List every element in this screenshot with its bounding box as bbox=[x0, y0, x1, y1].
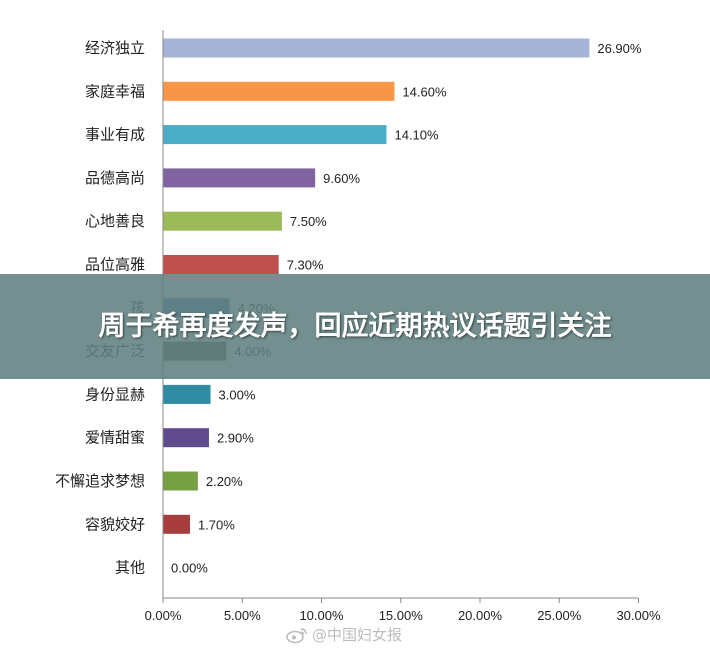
bar-11 bbox=[163, 514, 190, 534]
bar-8 bbox=[163, 384, 211, 404]
bar-5 bbox=[163, 255, 279, 274]
data-label: 2.20% bbox=[206, 474, 243, 489]
category-label: 不懈追求梦想 bbox=[55, 472, 145, 490]
category-label: 其他 bbox=[115, 559, 145, 577]
data-label: 26.90% bbox=[597, 41, 642, 56]
category-label: 身份显赫 bbox=[85, 385, 145, 403]
x-tick-label: 0.00% bbox=[145, 608, 182, 623]
x-tick-label: 30.00% bbox=[616, 608, 661, 623]
data-label: 7.30% bbox=[287, 258, 324, 273]
bar-0 bbox=[163, 38, 590, 58]
x-tick-label: 20.00% bbox=[458, 608, 503, 623]
x-tick-label: 5.00% bbox=[224, 608, 261, 623]
x-tick-label: 25.00% bbox=[537, 608, 582, 623]
bar-3 bbox=[163, 168, 316, 188]
category-label: 爱情甜蜜 bbox=[85, 429, 145, 447]
data-label: 1.70% bbox=[198, 517, 235, 532]
data-label: 14.10% bbox=[394, 128, 439, 143]
category-label: 家庭幸福 bbox=[85, 82, 145, 100]
x-tick-label: 15.00% bbox=[379, 608, 424, 623]
bar-2 bbox=[163, 125, 387, 145]
x-axis: 0.00% 5.00% 10.00% 15.00% 20.00% 25.00% 30.00% bbox=[145, 30, 661, 623]
category-label: 事业有成 bbox=[85, 126, 145, 144]
watermark: @中国妇女报 bbox=[286, 624, 402, 645]
category-label: 经济独立 bbox=[85, 39, 145, 57]
data-label: 2.90% bbox=[217, 431, 254, 446]
headline-text: 周于希再度发声，回应近期热议话题引关注 bbox=[98, 310, 612, 342]
headline-banner: 周于希再度发声，回应近期热议话题引关注 bbox=[0, 274, 710, 379]
data-label: 3.00% bbox=[219, 387, 256, 402]
bar-4 bbox=[163, 211, 282, 231]
category-label: 品位高雅 bbox=[85, 256, 145, 274]
data-label: 7.50% bbox=[290, 214, 327, 229]
bar-9 bbox=[163, 428, 209, 448]
category-label: 心地善良 bbox=[85, 212, 145, 230]
category-label: 容貌姣好 bbox=[85, 515, 145, 533]
data-label: 14.60% bbox=[402, 84, 447, 99]
bar-1 bbox=[163, 81, 395, 101]
watermark-text: @中国妇女报 bbox=[312, 626, 403, 644]
bar-10 bbox=[163, 471, 198, 491]
data-label: 0.00% bbox=[171, 561, 208, 576]
category-label: 品德高尚 bbox=[85, 169, 145, 187]
data-label: 9.60% bbox=[323, 171, 360, 186]
x-tick-label: 10.00% bbox=[299, 608, 344, 623]
weibo-icon bbox=[286, 627, 307, 643]
